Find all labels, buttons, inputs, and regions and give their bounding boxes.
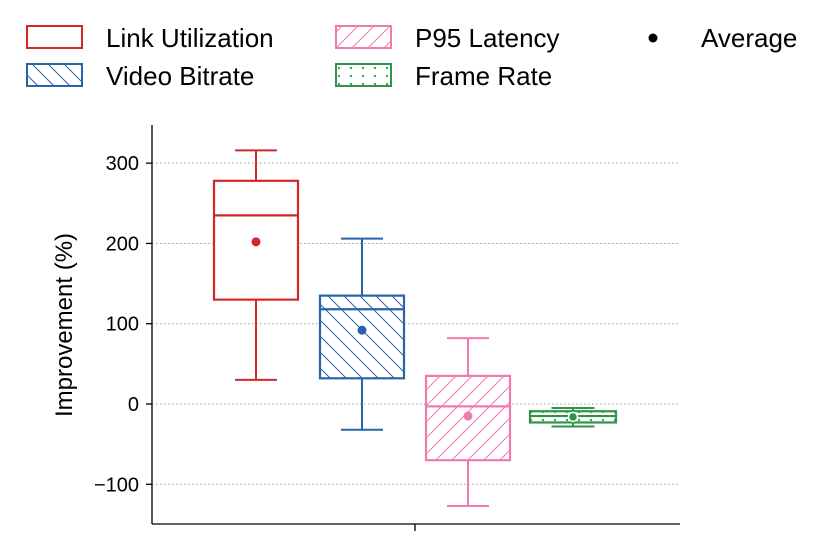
legend-swatch-bg xyxy=(27,26,82,48)
legend-label: Average xyxy=(701,23,797,53)
box-link-utilization xyxy=(212,149,300,381)
boxes xyxy=(212,149,618,507)
mean-marker xyxy=(357,325,367,335)
mean-marker xyxy=(251,237,261,247)
box-p95-latency xyxy=(424,337,512,507)
box-iqr xyxy=(212,179,300,301)
legend-item-frame-rate: Frame Rate xyxy=(335,61,552,91)
y-tick-label: −100 xyxy=(94,474,139,496)
legend-label: Link Utilization xyxy=(106,23,274,53)
box-frame-rate xyxy=(528,407,618,428)
box-video-bitrate xyxy=(318,237,406,431)
legend-swatch xyxy=(26,25,83,49)
legend-item-video-bitrate: Video Bitrate xyxy=(26,61,254,91)
y-tick-label: 200 xyxy=(106,233,139,255)
box-iqr xyxy=(318,294,406,380)
mean-marker xyxy=(567,411,579,423)
y-axis-label: Improvement (%) xyxy=(51,233,78,417)
legend-label: Video Bitrate xyxy=(106,61,254,91)
legend-label: Frame Rate xyxy=(415,61,552,91)
legend-swatch xyxy=(335,25,392,49)
legend-swatch xyxy=(335,63,392,87)
y-tick-label: 0 xyxy=(128,394,139,416)
grid-lines xyxy=(152,162,680,485)
axes: −100 0 100 200 300 xyxy=(94,125,680,531)
mean-marker xyxy=(463,411,473,421)
legend-label: P95 Latency xyxy=(415,23,560,53)
legend-average-marker xyxy=(648,33,658,43)
legend-item-p95-latency: P95 Latency xyxy=(335,23,560,53)
legend: Link Utilization Video Bitrate P95 Latency… xyxy=(26,23,797,91)
legend-item-link-utilization: Link Utilization xyxy=(26,23,274,53)
legend-swatch xyxy=(26,63,83,87)
y-tick-label: 300 xyxy=(106,153,139,175)
y-tick-label: 100 xyxy=(106,314,139,336)
legend-item-average: Average xyxy=(648,23,797,53)
